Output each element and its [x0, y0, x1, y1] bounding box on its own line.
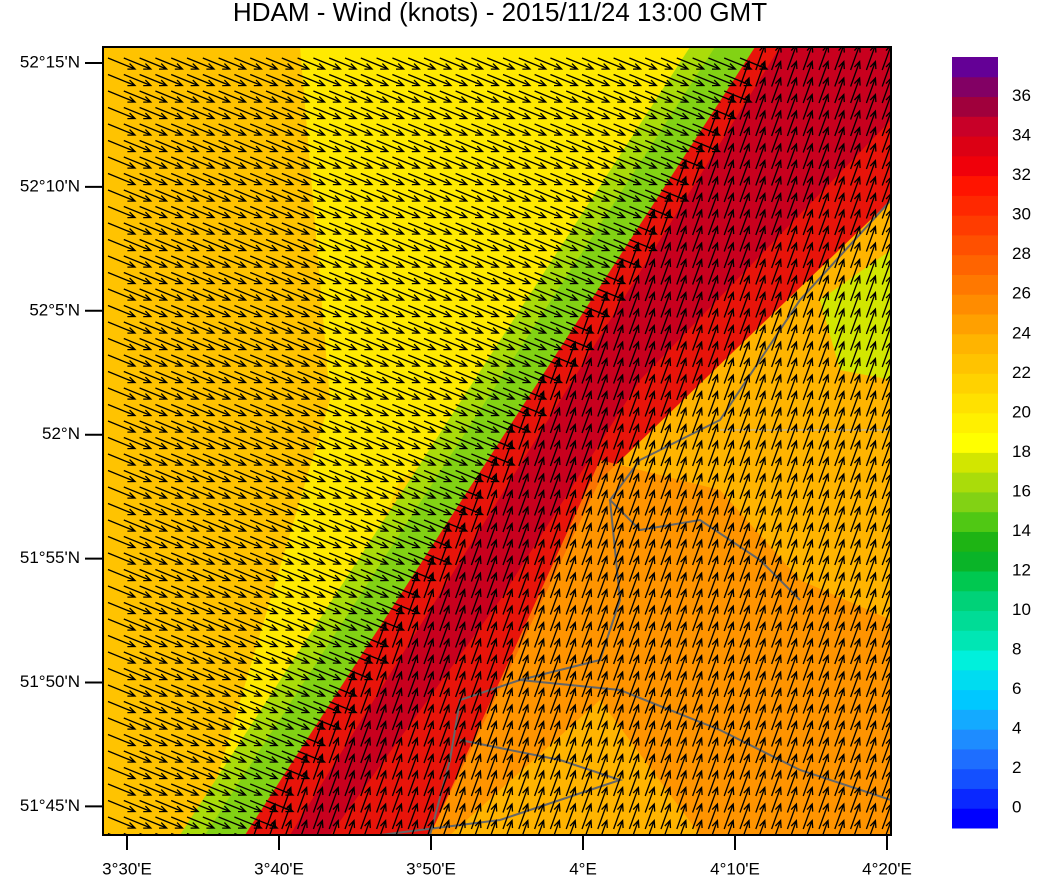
colorbar-label: 18: [1012, 442, 1031, 461]
x-tick-label: 3°50'E: [406, 859, 456, 878]
colorbar-swatch: [952, 373, 998, 394]
colorbar-swatch: [952, 650, 998, 671]
colorbar-label: 8: [1012, 640, 1021, 659]
colorbar-swatch: [952, 57, 998, 78]
colorbar-swatch: [952, 452, 998, 473]
colorbar-swatch: [952, 274, 998, 295]
colorbar-swatch: [952, 472, 998, 493]
colorbar-swatch: [952, 412, 998, 434]
colorbar-label: 22: [1012, 363, 1031, 382]
colorbar-swatch: [952, 669, 998, 691]
wind-arrows: [253, 47, 891, 835]
colorbar-swatch: [952, 116, 998, 137]
colorbar-swatch: [952, 175, 998, 196]
colorbar-swatch: [952, 551, 998, 572]
colorbar-swatch: [952, 689, 998, 710]
wind-arrows: [107, 57, 769, 835]
wind-field: [103, 47, 891, 835]
y-tick-label: 52°15'N: [20, 52, 80, 71]
colorbar-swatch: [952, 234, 998, 256]
colorbar-label: 34: [1012, 126, 1031, 145]
colorbar-label: 30: [1012, 205, 1031, 224]
x-tick-label: 4°E: [569, 859, 597, 878]
colorbar-swatch: [952, 76, 998, 98]
y-tick-label: 51°50'N: [20, 672, 80, 691]
y-tick-label: 51°45'N: [20, 796, 80, 815]
colorbar-label: 2: [1012, 758, 1021, 777]
colorbar-label: 14: [1012, 521, 1031, 540]
colorbar-swatch: [952, 314, 998, 335]
colorbar-swatch: [952, 709, 998, 730]
colorbar-swatch: [952, 808, 998, 829]
y-tick-label: 52°10'N: [20, 176, 80, 195]
colorbar-swatch: [952, 333, 998, 355]
colorbar-swatch: [952, 294, 998, 315]
colorbar-label: 10: [1012, 600, 1031, 619]
x-tick-label: 4°10'E: [710, 859, 760, 878]
x-tick-label: 4°20'E: [862, 859, 912, 878]
colorbar-swatch: [952, 590, 998, 612]
colorbar-swatch: [952, 630, 998, 651]
colorbar-label: 26: [1012, 284, 1031, 303]
y-axis: 52°15'N 52°10'N 52°5'N 52°N 51°55'N 51°50'N 51…: [20, 52, 103, 815]
y-tick-label: 52°N: [42, 424, 80, 443]
x-tick-label: 3°30'E: [102, 859, 152, 878]
x-tick-label: 3°40'E: [254, 859, 304, 878]
plot-frame: [102, 46, 892, 836]
colorbar-label: 24: [1012, 323, 1031, 342]
field-green-dark: [205, 47, 760, 835]
colorbar-label: 36: [1012, 86, 1031, 105]
colorbar-swatch: [952, 768, 998, 789]
colorbar-swatch: [952, 215, 998, 236]
colorbar-label: 12: [1012, 560, 1031, 579]
colorbar-swatch: [952, 531, 998, 552]
colorbar-label: 16: [1012, 481, 1031, 500]
colorbar-swatch: [952, 610, 998, 631]
y-tick-label: 52°5'N: [29, 300, 80, 319]
colorbar-swatch: [952, 729, 998, 750]
colorbar-label: 28: [1012, 244, 1031, 263]
y-tick-label: 51°55'N: [20, 548, 80, 567]
colorbar-label: 32: [1012, 165, 1031, 184]
colorbar-swatch: [952, 136, 998, 157]
colorbar-swatch: [952, 155, 998, 177]
colorbar-label: 6: [1012, 679, 1021, 698]
colorbar-swatch: [952, 353, 998, 374]
colorbar-swatch: [952, 511, 998, 532]
colorbar-swatch: [952, 571, 998, 592]
colorbar-label: 0: [1012, 798, 1021, 817]
coast-line: [519, 679, 891, 801]
x-axis: 3°30'E 3°40'E 3°50'E 4°E 4°10'E 4°20'E: [102, 835, 912, 878]
colorbar-swatch: [952, 195, 998, 216]
colorbar-swatch: [952, 432, 998, 453]
colorbar-swatch: [952, 254, 998, 275]
colorbar-label: 4: [1012, 719, 1021, 738]
colorbar-swatch: [952, 748, 998, 770]
colorbar-swatch: [952, 491, 998, 513]
colorbar-swatch: [952, 96, 998, 117]
colorbar-label: 20: [1012, 402, 1031, 421]
colorbar-swatch: [952, 393, 998, 414]
colorbar-swatch: [952, 788, 998, 809]
map-title: HDAM - Wind (knots) - 2015/11/24 13:00 G…: [233, 0, 767, 27]
